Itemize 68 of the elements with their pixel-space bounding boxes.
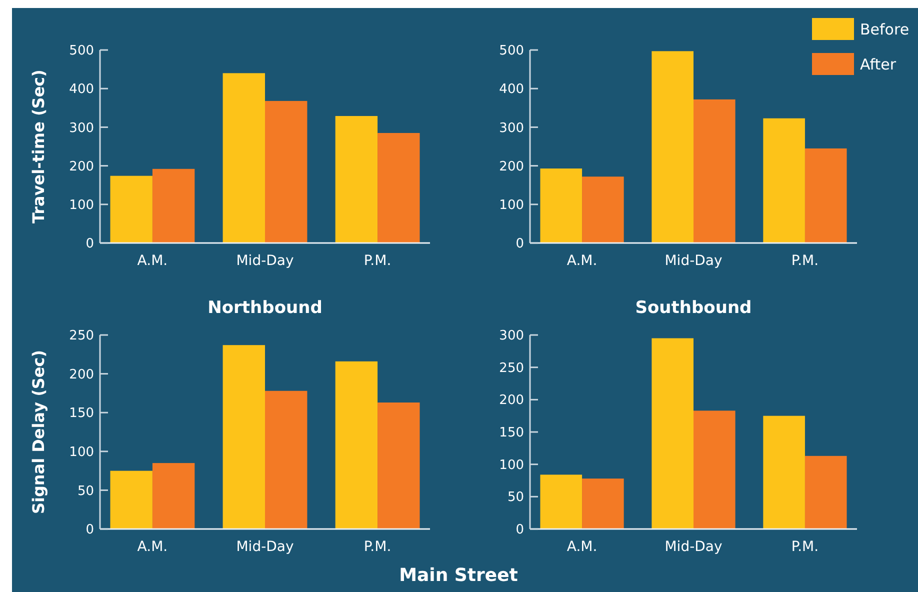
y-tick-label: 0 bbox=[516, 236, 524, 252]
bar bbox=[335, 361, 378, 529]
y-tick-label: 250 bbox=[499, 360, 524, 376]
bar bbox=[694, 99, 736, 243]
x-tick-label: P.M. bbox=[791, 253, 819, 269]
bar bbox=[378, 132, 420, 243]
x-axis-title: Northbound bbox=[208, 298, 322, 318]
bar bbox=[652, 338, 694, 529]
bar bbox=[335, 116, 378, 243]
bar bbox=[652, 51, 694, 243]
x-tick-label: A.M. bbox=[137, 253, 168, 269]
x-tick-label: P.M. bbox=[364, 253, 392, 269]
bar bbox=[763, 416, 805, 529]
y-tick-label: 0 bbox=[516, 522, 524, 538]
bar bbox=[110, 470, 152, 529]
y-tick-label: 200 bbox=[499, 159, 524, 174]
x-tick-label: P.M. bbox=[364, 539, 392, 555]
bar bbox=[265, 100, 308, 243]
y-tick-label: 150 bbox=[499, 426, 524, 441]
y-tick-label: 300 bbox=[499, 120, 524, 136]
x-tick-label: P.M. bbox=[791, 539, 819, 555]
bar bbox=[222, 345, 265, 529]
y-axis-title: Travel-time (Sec) bbox=[29, 70, 48, 224]
bar bbox=[222, 73, 265, 243]
x-tick-label: A.M. bbox=[137, 539, 168, 555]
y-tick-label: 200 bbox=[499, 393, 524, 408]
y-tick-label: 200 bbox=[69, 159, 94, 174]
bar bbox=[763, 118, 805, 243]
x-axis-title: Main Street bbox=[399, 565, 518, 586]
y-tick-label: 50 bbox=[507, 490, 524, 506]
bar bbox=[540, 474, 582, 529]
legend-label: After bbox=[860, 55, 897, 74]
y-tick-label: 0 bbox=[86, 522, 94, 538]
bar bbox=[804, 148, 847, 243]
y-tick-label: 200 bbox=[69, 367, 94, 382]
bar bbox=[804, 456, 847, 529]
y-tick-label: 100 bbox=[69, 198, 94, 213]
y-tick-label: 50 bbox=[77, 484, 94, 499]
bar bbox=[378, 402, 420, 529]
y-tick-label: 100 bbox=[499, 458, 524, 473]
y-tick-label: 250 bbox=[69, 328, 94, 344]
x-axis-title: Southbound bbox=[635, 298, 752, 318]
legend-label: Before bbox=[860, 20, 910, 38]
bar bbox=[582, 478, 624, 529]
y-tick-label: 400 bbox=[69, 82, 94, 98]
y-tick-label: 0 bbox=[86, 236, 94, 252]
x-tick-label: A.M. bbox=[566, 539, 598, 555]
bar bbox=[110, 176, 152, 243]
bar bbox=[582, 176, 624, 243]
y-tick-label: 500 bbox=[69, 44, 94, 59]
y-tick-label: 300 bbox=[69, 120, 94, 136]
x-tick-label: A.M. bbox=[566, 253, 598, 269]
bar bbox=[265, 390, 308, 529]
y-tick-label: 100 bbox=[499, 198, 524, 213]
y-tick-label: 400 bbox=[499, 82, 524, 98]
y-tick-label: 500 bbox=[499, 44, 524, 59]
y-axis-title: Signal Delay (Sec) bbox=[29, 350, 48, 514]
bar bbox=[694, 410, 736, 529]
bar bbox=[540, 168, 582, 243]
y-tick-label: 150 bbox=[69, 406, 94, 422]
y-tick-label: 300 bbox=[499, 328, 524, 344]
x-tick-label: Mid-Day bbox=[664, 253, 722, 269]
x-tick-label: Mid-Day bbox=[236, 539, 294, 555]
y-tick-label: 100 bbox=[69, 444, 94, 460]
x-tick-label: Mid-Day bbox=[664, 539, 722, 555]
x-tick-label: Mid-Day bbox=[236, 253, 294, 269]
bar bbox=[152, 168, 195, 243]
bar bbox=[152, 463, 195, 529]
